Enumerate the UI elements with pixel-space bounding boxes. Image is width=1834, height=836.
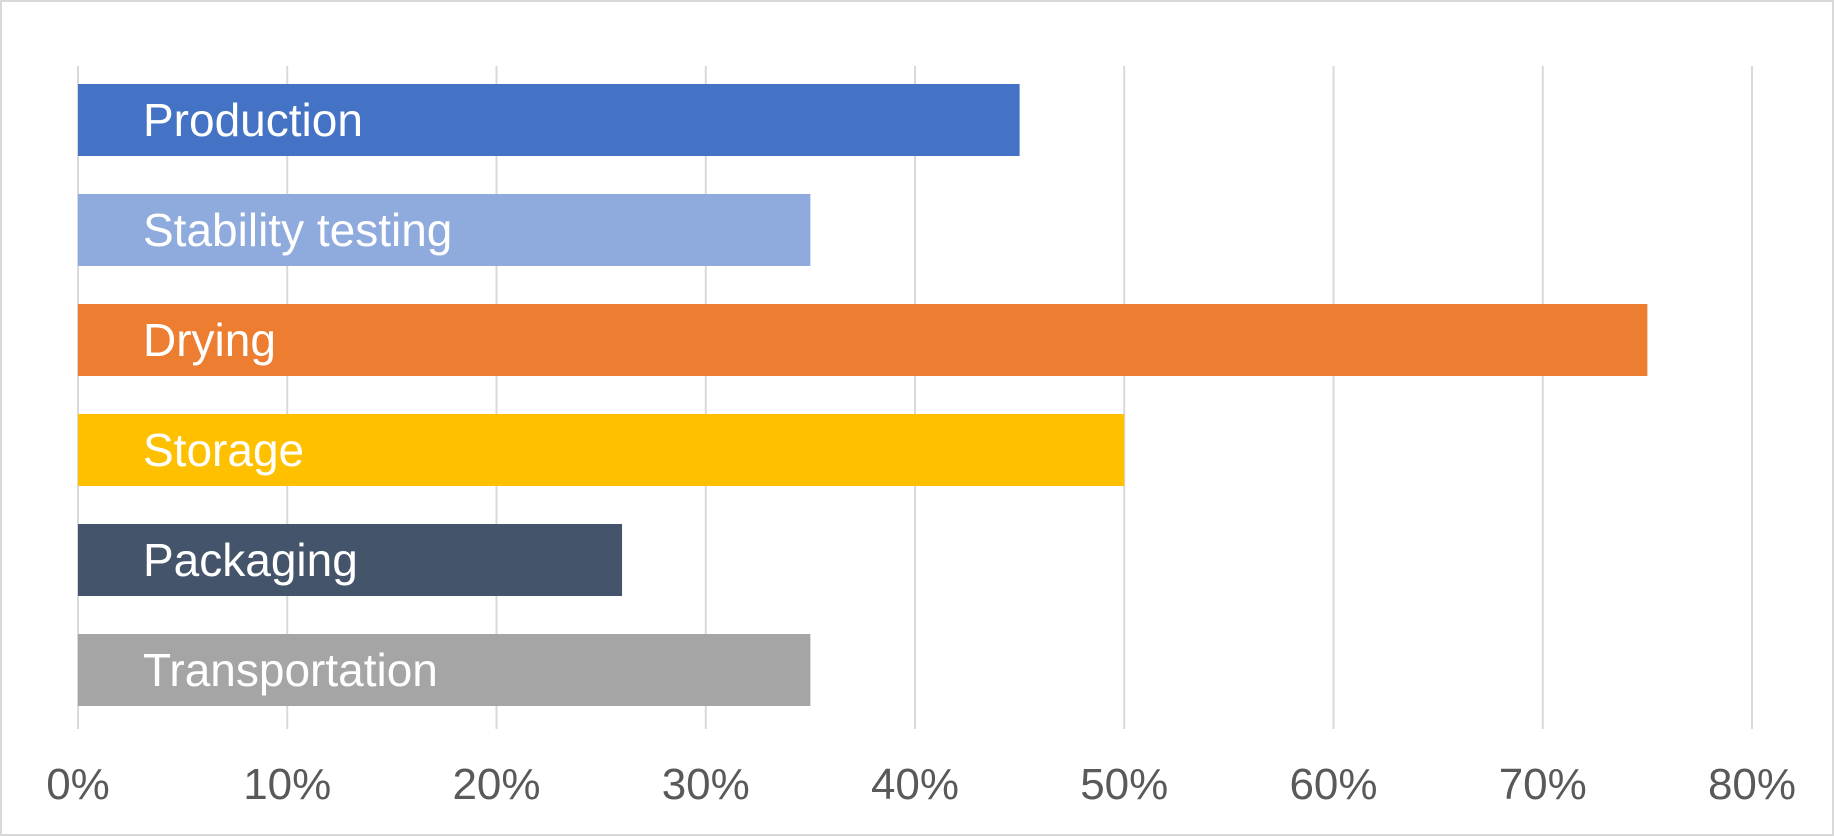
x-tick-label-60: 60% [1289,760,1377,809]
x-tick-label-0: 0% [46,760,110,809]
x-tick-label-50: 50% [1080,760,1168,809]
x-tick-label-70: 70% [1499,760,1587,809]
bar-label-stability-testing: Stability testing [143,204,452,256]
bar-transportation [78,634,811,706]
x-axis-tick-labels: 0% 10% 20% 30% 40% 50% 60% 70% 80% [46,760,1796,809]
grid-layer [77,66,1753,729]
bar-label-packaging: Packaging [143,534,358,586]
bar-label-drying: Drying [143,314,276,366]
bar-label-transportation: Transportation [143,644,438,696]
bars-layer: Production Stability testing Drying Storage… [78,84,1648,706]
x-tick-label-30: 30% [662,760,750,809]
bar-packaging [78,524,623,596]
bar-drying [78,304,1648,376]
bar-label-production: Production [143,94,363,146]
x-tick-label-20: 20% [452,760,540,809]
bar-stability-testing [78,194,811,266]
bar-production [78,84,1020,156]
x-tick-label-10: 10% [243,760,331,809]
bar-storage [78,414,1125,486]
x-tick-label-40: 40% [871,760,959,809]
bar-label-storage: Storage [143,424,304,476]
x-tick-label-80: 80% [1708,760,1796,809]
